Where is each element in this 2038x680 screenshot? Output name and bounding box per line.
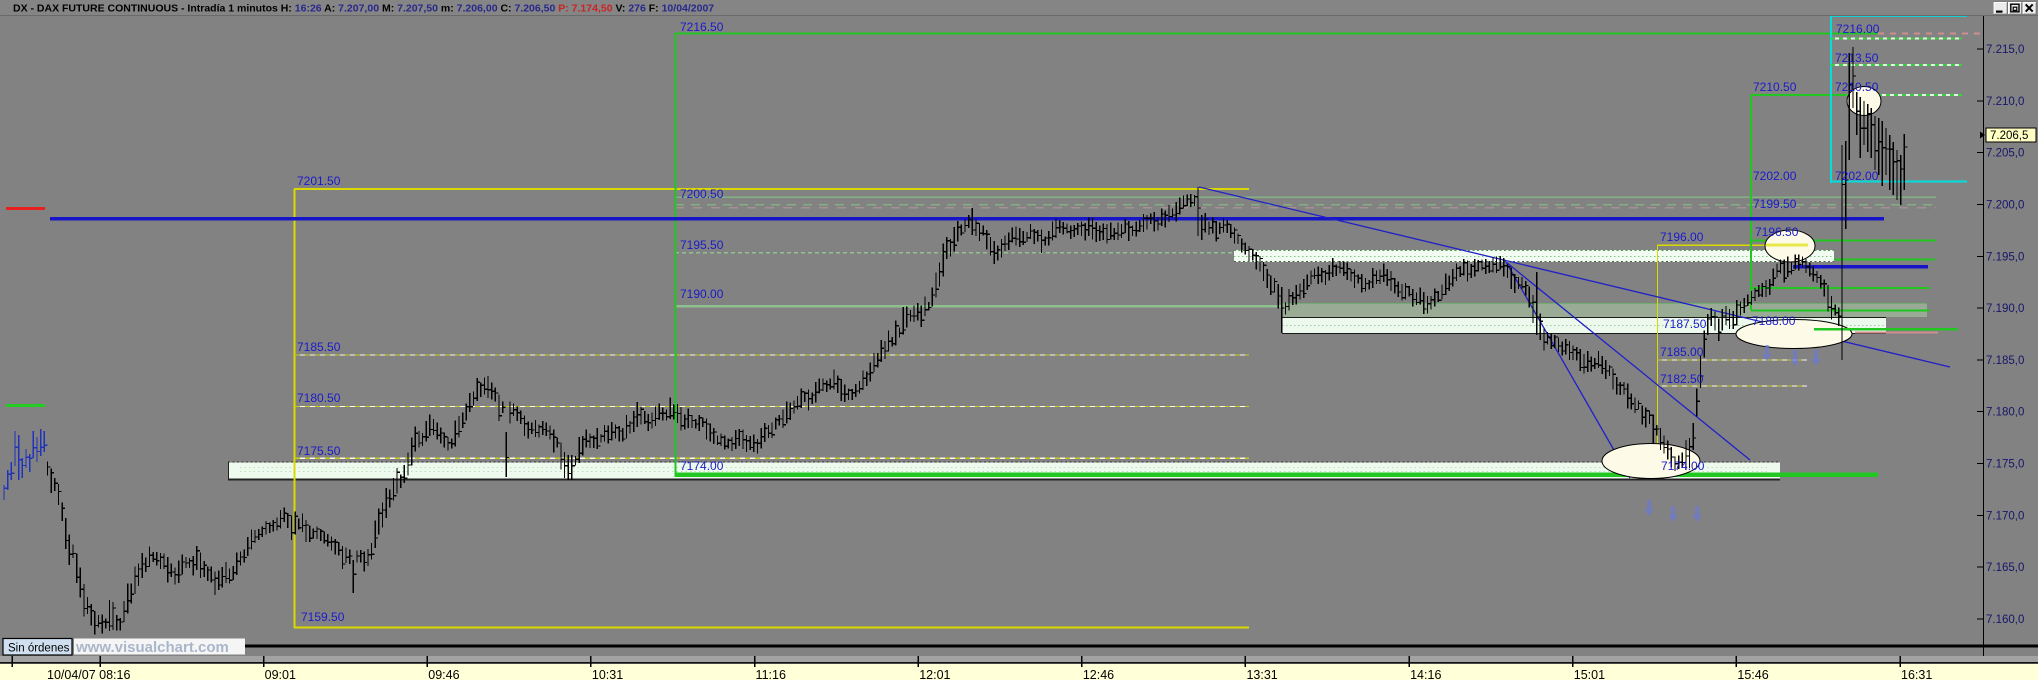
svg-text:7174.00: 7174.00 — [1661, 459, 1705, 473]
svg-text:7.180,0: 7.180,0 — [1986, 407, 2024, 419]
svg-text:12:01: 12:01 — [919, 668, 950, 680]
svg-text:7.200,0: 7.200,0 — [1986, 200, 2024, 212]
svg-text:7202.00: 7202.00 — [1835, 169, 1879, 183]
svg-text:7210.50: 7210.50 — [1835, 80, 1879, 94]
svg-text:7159.50: 7159.50 — [301, 610, 345, 624]
svg-text:10/04/07 08:16: 10/04/07 08:16 — [47, 668, 130, 680]
svg-text:09:46: 09:46 — [428, 668, 459, 680]
svg-text:7201.50: 7201.50 — [297, 174, 341, 188]
svg-text:7196.00: 7196.00 — [1660, 230, 1704, 244]
svg-text:7175.50: 7175.50 — [297, 444, 341, 458]
svg-text:7210.50: 7210.50 — [1753, 80, 1797, 94]
svg-text:7.215,0: 7.215,0 — [1986, 44, 2024, 56]
svg-text:7.185,0: 7.185,0 — [1986, 355, 2024, 367]
svg-text:11:16: 11:16 — [756, 668, 786, 680]
svg-text:7180.50: 7180.50 — [297, 391, 341, 405]
svg-text:7188.00: 7188.00 — [1752, 314, 1796, 328]
svg-text:14:16: 14:16 — [1410, 668, 1441, 680]
svg-text:7.175,0: 7.175,0 — [1986, 459, 2024, 471]
svg-text:09:01: 09:01 — [265, 668, 296, 680]
svg-text:7.195,0: 7.195,0 — [1986, 251, 2024, 263]
svg-text:7174.00: 7174.00 — [680, 459, 724, 473]
svg-text:13:31: 13:31 — [1246, 668, 1277, 680]
svg-text:7202.00: 7202.00 — [1753, 169, 1797, 183]
svg-text:7185.50: 7185.50 — [297, 340, 341, 354]
svg-text:7.160,0: 7.160,0 — [1986, 614, 2024, 626]
svg-text:7.205,0: 7.205,0 — [1986, 148, 2024, 160]
svg-text:12:46: 12:46 — [1083, 668, 1114, 680]
svg-text:15:46: 15:46 — [1737, 668, 1768, 680]
svg-text:DX - DAX FUTURE CONTINUOUS - I: DX - DAX FUTURE CONTINUOUS - Intradía 1 … — [13, 3, 714, 15]
svg-text:7199.50: 7199.50 — [1753, 197, 1797, 211]
svg-text:7.170,0: 7.170,0 — [1986, 510, 2024, 522]
svg-text:10:31: 10:31 — [592, 668, 623, 680]
svg-text:7216.50: 7216.50 — [680, 20, 724, 34]
svg-text:Sin órdenes: Sin órdenes — [8, 643, 70, 655]
svg-text:7216.00: 7216.00 — [1836, 22, 1880, 36]
svg-text:7182.50: 7182.50 — [1660, 372, 1704, 386]
svg-text:15:01: 15:01 — [1574, 668, 1605, 680]
svg-text:7.165,0: 7.165,0 — [1986, 562, 2024, 574]
svg-text:7.190,0: 7.190,0 — [1986, 303, 2024, 315]
svg-text:7195.50: 7195.50 — [680, 238, 724, 252]
svg-text:7196.50: 7196.50 — [1755, 225, 1799, 239]
svg-text:7187.50: 7187.50 — [1663, 317, 1707, 331]
svg-text:7.206,5: 7.206,5 — [1990, 130, 2028, 142]
svg-text:www.visualchart.com: www.visualchart.com — [75, 639, 229, 656]
svg-text:7185.00: 7185.00 — [1660, 345, 1704, 359]
svg-text:7.210,0: 7.210,0 — [1986, 96, 2024, 108]
svg-text:7190.00: 7190.00 — [680, 287, 724, 301]
svg-text:7200.50: 7200.50 — [680, 187, 724, 201]
svg-text:7213.50: 7213.50 — [1835, 51, 1879, 65]
svg-text:16:31: 16:31 — [1901, 668, 1932, 680]
